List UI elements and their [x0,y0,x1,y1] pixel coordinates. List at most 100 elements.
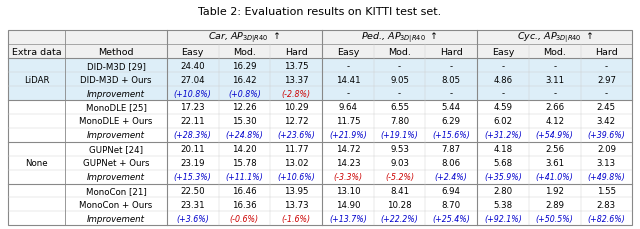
Bar [167,31,322,45]
Text: (-1.6%): (-1.6%) [282,214,310,223]
Bar [322,142,374,156]
Bar [374,128,426,142]
Bar [477,170,529,184]
Bar [167,73,219,87]
Text: 1.55: 1.55 [597,186,616,195]
Text: (+25.4%): (+25.4%) [433,214,470,223]
Bar [322,184,374,198]
Text: 5.38: 5.38 [493,200,513,209]
Text: 7.80: 7.80 [390,117,409,126]
Bar [529,156,580,170]
Bar [477,184,529,198]
Bar [529,198,580,212]
Text: Cyc., $AP_{3D|R40}$ $\uparrow$: Cyc., $AP_{3D|R40}$ $\uparrow$ [516,30,593,45]
Text: 6.02: 6.02 [493,117,513,126]
Text: 4.59: 4.59 [493,103,513,112]
Bar [529,212,580,225]
Bar [374,170,426,184]
Bar [219,212,270,225]
Bar [477,101,529,114]
Bar [167,45,219,59]
Bar [65,128,167,142]
Bar [580,198,632,212]
Bar [219,73,270,87]
Bar [426,142,477,156]
Text: Mod.: Mod. [233,47,256,56]
Text: 8.06: 8.06 [442,158,461,167]
Bar [529,184,580,198]
Bar [167,142,219,156]
Text: 15.78: 15.78 [232,158,257,167]
Bar [65,170,167,184]
Bar [374,156,426,170]
Bar [580,59,632,73]
Text: -: - [346,89,349,98]
Bar [65,101,167,114]
Text: Mod.: Mod. [543,47,566,56]
Text: 13.95: 13.95 [284,186,308,195]
Bar [219,59,270,73]
Text: Table 2: Evaluation results on KITTI test set.: Table 2: Evaluation results on KITTI tes… [198,7,442,17]
Text: 16.29: 16.29 [232,61,257,70]
Bar [270,198,322,212]
Text: (-5.2%): (-5.2%) [385,172,414,181]
Text: 16.42: 16.42 [232,75,257,84]
Bar [167,87,219,101]
Text: (-2.8%): (-2.8%) [282,89,310,98]
Text: DID-M3D + Ours: DID-M3D + Ours [80,75,152,84]
Text: 14.20: 14.20 [232,145,257,154]
Bar [477,59,529,73]
Text: 12.26: 12.26 [232,103,257,112]
Bar [167,114,219,128]
Bar [477,87,529,101]
Text: 8.05: 8.05 [442,75,461,84]
Bar [580,73,632,87]
Text: Easy: Easy [492,47,514,56]
Bar [322,156,374,170]
Bar [477,45,529,59]
Text: -: - [605,61,608,70]
Bar [270,59,322,73]
Bar [167,212,219,225]
Bar [322,87,374,101]
Bar [477,31,632,45]
Bar [167,59,219,73]
Text: (+31.2%): (+31.2%) [484,131,522,140]
Bar [65,59,167,73]
Bar [426,184,477,198]
Text: (+3.6%): (+3.6%) [176,214,209,223]
Bar [8,59,65,101]
Text: 5.44: 5.44 [442,103,461,112]
Bar [219,101,270,114]
Bar [322,59,374,73]
Text: (-0.6%): (-0.6%) [230,214,259,223]
Text: 13.73: 13.73 [284,200,308,209]
Bar [426,114,477,128]
Text: 13.37: 13.37 [284,75,308,84]
Text: MonoCon + Ours: MonoCon + Ours [79,200,152,209]
Text: Hard: Hard [285,47,307,56]
Bar [167,184,219,198]
Bar [65,212,167,225]
Text: LiDAR: LiDAR [24,75,49,84]
Bar [477,156,529,170]
Text: 3.42: 3.42 [597,117,616,126]
Text: 23.19: 23.19 [180,158,205,167]
Text: None: None [25,158,48,167]
Bar [322,45,374,59]
Text: 15.30: 15.30 [232,117,257,126]
Text: 4.86: 4.86 [493,75,513,84]
Text: (+13.7%): (+13.7%) [329,214,367,223]
Bar [8,101,65,225]
Text: (+22.2%): (+22.2%) [381,214,419,223]
Text: 9.03: 9.03 [390,158,409,167]
Bar [270,87,322,101]
Bar [426,128,477,142]
Bar [270,184,322,198]
Text: GUPNet + Ours: GUPNet + Ours [83,158,149,167]
Text: Improvement: Improvement [87,131,145,140]
Bar [65,87,167,101]
Bar [167,128,219,142]
Bar [270,101,322,114]
Text: 2.56: 2.56 [545,145,564,154]
